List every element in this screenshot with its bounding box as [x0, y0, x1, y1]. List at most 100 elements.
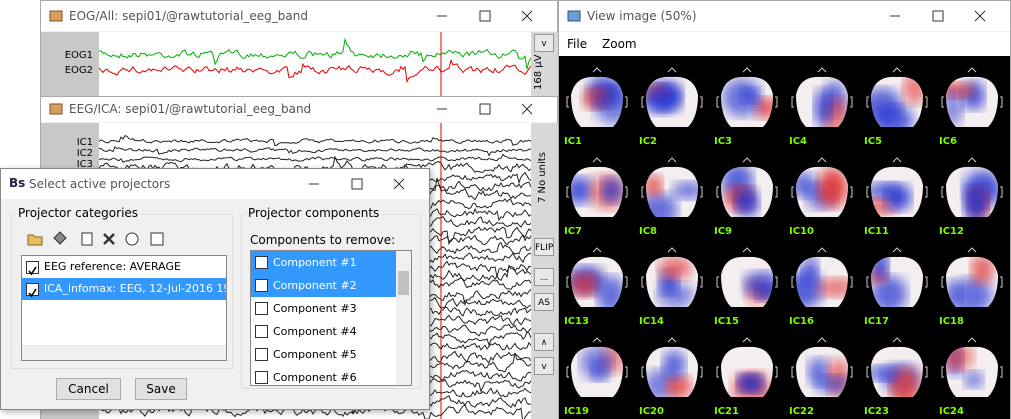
- waveform: [99, 146, 531, 157]
- activity-blob: [672, 181, 698, 200]
- topography: [796, 166, 848, 217]
- topography-label: IC12: [939, 226, 964, 237]
- topography: [796, 346, 848, 397]
- topography: [571, 166, 623, 217]
- list-row[interactable]: Component #3: [251, 297, 396, 320]
- topography: [721, 166, 773, 217]
- topography: [571, 76, 623, 127]
- nose: [892, 247, 902, 253]
- nose: [592, 157, 602, 163]
- ears: [641, 276, 703, 288]
- window-controls[interactable]: [870, 1, 1010, 31]
- signal-plot: [99, 32, 531, 97]
- checkbox[interactable]: [255, 325, 268, 338]
- activity-blob: [890, 367, 921, 397]
- list-row[interactable]: EEG reference: AVERAGE: [22, 256, 226, 278]
- window-controls[interactable]: [417, 1, 557, 31]
- scrollbar[interactable]: [396, 251, 411, 385]
- topography: [871, 76, 923, 127]
- scale-label: 7 No units: [537, 152, 548, 203]
- list-label: Components to remove:: [250, 233, 396, 247]
- list-row[interactable]: Component #4: [251, 320, 396, 343]
- scrollbar[interactable]: [22, 345, 226, 360]
- topography-label: IC10: [789, 226, 814, 237]
- list-row[interactable]: Component #6: [251, 366, 396, 385]
- waveform: [99, 134, 531, 147]
- ears: [866, 366, 928, 378]
- nose: [667, 67, 677, 73]
- activity-blob: [953, 277, 992, 307]
- cancel-button[interactable]: Cancel: [56, 378, 121, 400]
- nose: [667, 337, 677, 343]
- topography-label: IC16: [789, 316, 814, 327]
- topography-grid: IC1 IC2 IC3 IC4 IC5 IC6 IC7 IC8 IC9 IC10 IC11 IC12 I…: [559, 56, 1010, 419]
- window-title: EEG/ICA: sepi01/@rawtutorial_eeg_band: [69, 102, 312, 116]
- nose: [892, 337, 902, 343]
- side-button[interactable]: ∧: [534, 333, 554, 351]
- side-button[interactable]: v: [534, 357, 554, 375]
- checkbox[interactable]: [26, 282, 39, 297]
- nose: [817, 337, 827, 343]
- menu-bar: File Zoom: [559, 32, 1010, 56]
- ears: [866, 96, 928, 108]
- checkbox[interactable]: [26, 260, 39, 275]
- ears: [941, 96, 1003, 108]
- activity-blob: [665, 374, 692, 397]
- activity-blob: [873, 104, 914, 127]
- activity-blob: [594, 87, 623, 124]
- row-label: Component #2: [273, 279, 357, 292]
- menu-item[interactable]: File: [567, 37, 588, 51]
- ears: [866, 186, 928, 198]
- activity-blob: [656, 282, 694, 307]
- activity-blob: [871, 275, 907, 307]
- side-button[interactable]: ...: [534, 268, 554, 286]
- list-row[interactable]: Component #5: [251, 343, 396, 366]
- list-row[interactable]: Component #1: [251, 251, 396, 274]
- activity-blob: [722, 78, 762, 117]
- nose: [892, 67, 902, 73]
- topography-label: IC14: [639, 316, 664, 327]
- scale-button[interactable]: v: [534, 34, 554, 52]
- topography: [946, 256, 998, 307]
- row-label: Component #5: [273, 348, 357, 361]
- group-heading: Projector components: [246, 206, 382, 220]
- nose: [592, 67, 602, 73]
- checkbox[interactable]: [255, 302, 268, 315]
- ears: [716, 186, 778, 198]
- window-controls[interactable]: [289, 169, 429, 199]
- app-icon: [567, 10, 581, 22]
- projector-dialog: Bs Select active projectors Projector ca…: [0, 168, 430, 410]
- side-button[interactable]: AS: [534, 293, 554, 311]
- ears: [866, 276, 928, 288]
- activity-blob: [646, 85, 681, 115]
- activity-blob: [734, 187, 759, 217]
- side-button[interactable]: FLIP: [534, 238, 554, 256]
- checkbox[interactable]: [255, 256, 268, 269]
- ears: [566, 186, 628, 198]
- list-row[interactable]: Component #2: [251, 274, 396, 297]
- activity-blob: [970, 256, 994, 285]
- checkbox[interactable]: [255, 348, 268, 361]
- activity-blob: [646, 175, 663, 197]
- nose: [892, 157, 902, 163]
- list-row[interactable]: ICA_infomax: EEG, 12-Jul-2016 19:05:: [22, 278, 226, 300]
- scroll-thumb[interactable]: [398, 271, 409, 295]
- topography: [721, 76, 773, 127]
- row-label: Component #4: [273, 325, 357, 338]
- nose: [742, 67, 752, 73]
- channel-labels: EOG1 EOG2: [41, 32, 99, 97]
- menu-item[interactable]: Zoom: [602, 37, 637, 51]
- side-panel: v 168 μV: [531, 32, 558, 97]
- title-bar: EEG/ICA: sepi01/@rawtutorial_eeg_band: [41, 97, 557, 122]
- checkbox[interactable]: [255, 279, 268, 292]
- nose: [817, 247, 827, 253]
- topography-label: IC5: [864, 136, 882, 147]
- window-controls[interactable]: [417, 97, 557, 122]
- save-button[interactable]: Save: [135, 378, 187, 400]
- activity-blob: [646, 192, 678, 217]
- ears: [791, 96, 853, 108]
- ears: [791, 186, 853, 198]
- checkbox[interactable]: [255, 371, 268, 384]
- topography: [646, 346, 698, 397]
- toolbar[interactable]: [26, 230, 186, 248]
